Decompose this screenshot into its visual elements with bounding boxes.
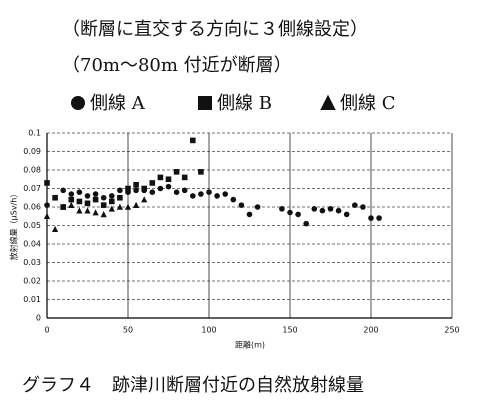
title-line: （断層に直交する方向に３側線設定） (62, 19, 368, 40)
x-axis-label: 距離(m) (235, 340, 265, 350)
marker (360, 204, 366, 210)
marker (133, 187, 139, 194)
marker (92, 209, 99, 216)
marker (100, 202, 107, 208)
marker (327, 206, 334, 212)
marker (165, 176, 172, 183)
marker (311, 206, 318, 212)
marker (149, 180, 156, 186)
marker (125, 185, 131, 192)
y-tick-label: 0.03 (23, 258, 41, 267)
y-tick-label: 0.09 (23, 147, 41, 156)
marker (117, 194, 123, 201)
marker (190, 193, 196, 199)
marker (181, 174, 188, 181)
marker (109, 193, 115, 199)
y-tick-label: 0.08 (23, 166, 41, 175)
marker (92, 191, 99, 197)
marker (279, 206, 285, 212)
marker (157, 185, 164, 192)
marker (109, 198, 115, 205)
marker (68, 201, 75, 208)
marker (60, 203, 67, 210)
marker (303, 220, 310, 227)
legend-label: 側線 B (217, 93, 272, 114)
marker (190, 137, 196, 144)
y-tick-label: 0.02 (23, 277, 41, 286)
marker (214, 193, 220, 199)
marker (157, 174, 164, 181)
x-tick-label: 50 (123, 326, 133, 335)
marker (230, 196, 237, 203)
marker (100, 211, 107, 218)
caption: グラフ４ 跡津川断層付近の自然放射線量 (22, 375, 364, 396)
y-tick-label: 0.1 (28, 129, 41, 138)
marker (84, 193, 91, 199)
marker (76, 207, 83, 214)
x-tick-label: 150 (282, 326, 297, 335)
marker (198, 96, 212, 110)
marker (84, 207, 91, 214)
marker (108, 205, 115, 212)
y-tick-label: 0 (36, 314, 41, 323)
marker (173, 169, 180, 175)
marker (320, 94, 336, 110)
marker (198, 191, 204, 197)
marker (68, 191, 75, 197)
x-tick-label: 250 (444, 326, 459, 335)
marker (181, 187, 188, 194)
marker (60, 187, 66, 194)
marker (173, 189, 180, 195)
legend-label: 側線 A (90, 93, 146, 114)
marker (76, 189, 83, 195)
marker (376, 215, 382, 221)
y-tick-label: 0.07 (23, 184, 41, 193)
marker (352, 202, 358, 208)
marker (52, 194, 58, 201)
marker (165, 183, 172, 190)
y-axis-label: 放射線量（μSv/h） (9, 190, 19, 261)
marker (116, 203, 123, 210)
marker (124, 203, 132, 210)
marker (295, 211, 301, 218)
y-tick-label: 0.05 (23, 221, 41, 230)
marker (44, 180, 50, 186)
x-tick-label: 100 (201, 326, 216, 335)
marker (92, 196, 99, 203)
marker (100, 194, 107, 201)
marker (206, 189, 212, 195)
marker (222, 191, 228, 197)
marker (343, 211, 350, 218)
marker (76, 198, 83, 205)
marker (117, 187, 123, 194)
y-tick-label: 0.06 (23, 203, 41, 212)
marker (141, 185, 147, 192)
x-tick-label: 0 (44, 326, 49, 335)
y-tick-label: 0.04 (23, 240, 41, 249)
marker (68, 196, 75, 203)
marker (335, 207, 342, 214)
marker (368, 215, 374, 221)
marker (71, 96, 85, 110)
marker (246, 211, 253, 218)
marker (43, 212, 51, 220)
marker (287, 209, 293, 216)
marker (141, 196, 148, 203)
marker (133, 201, 140, 208)
legend-label: 側線 C (340, 93, 396, 114)
marker (149, 189, 156, 195)
marker (198, 169, 204, 175)
marker (84, 200, 91, 207)
marker (133, 182, 139, 188)
x-tick-label: 200 (363, 326, 378, 335)
marker (254, 204, 261, 210)
marker (238, 202, 245, 208)
y-tick-label: 0.01 (23, 295, 41, 304)
marker (52, 225, 59, 232)
marker (44, 202, 50, 208)
marker (319, 207, 326, 214)
title-line: （70m〜80m 付近が断層） (62, 55, 292, 76)
